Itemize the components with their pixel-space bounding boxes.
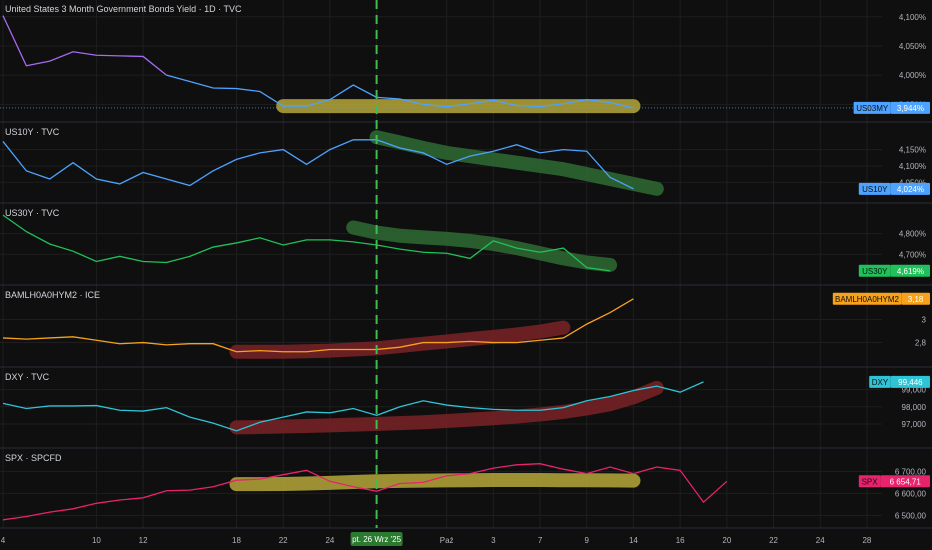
badge-bamlh0a0hym2-value: 3,18 xyxy=(908,295,924,304)
badge-us30y-value: 4,619% xyxy=(897,267,924,276)
badge-us30y-symbol: US30Y xyxy=(862,267,888,276)
x-tick-label: 3 xyxy=(491,536,496,545)
badge-us30y-value-bg xyxy=(890,264,930,277)
badge-us30y-symbol-bg xyxy=(858,264,891,277)
pane-title-us03my: United States 3 Month Government Bonds Y… xyxy=(5,4,242,14)
badge-us10y-value: 4,024% xyxy=(897,185,924,194)
y-tick-label: 97,000 xyxy=(902,420,927,429)
x-tick-label: 24 xyxy=(325,536,334,545)
x-tick-label: Paź xyxy=(440,536,454,545)
y-tick-label: 99,000 xyxy=(902,386,927,395)
y-tick-label: 4,700% xyxy=(899,250,926,259)
y-tick-label: 4,050% xyxy=(899,178,926,187)
badge-dxy-symbol: DXY xyxy=(872,378,889,387)
y-tick-label: 4,100% xyxy=(899,13,926,22)
series-line-us03my-b xyxy=(166,74,634,109)
x-tick-label: 14 xyxy=(629,536,638,545)
x-tick-label: 12 xyxy=(139,536,148,545)
badge-us03my-symbol: US03MY xyxy=(856,104,889,113)
badge-spx-symbol-bg xyxy=(858,475,881,488)
badge-dxy-value: 99,446 xyxy=(898,378,923,387)
badge-bamlh0a0hym2-symbol: BAMLH0A0HYM2 xyxy=(835,295,900,304)
x-tick-label: 16 xyxy=(676,536,685,545)
y-tick-label: 4,150% xyxy=(899,146,926,155)
badge-bamlh0a0hym2-symbol-bg xyxy=(832,292,902,305)
series-line-us30y xyxy=(2,214,611,272)
annotation-marker-stroke xyxy=(369,130,664,196)
y-tick-label: 4,000% xyxy=(899,71,926,80)
pane-title-us30y: US30Y · TVC xyxy=(5,208,60,218)
annotation-marker-stroke xyxy=(229,472,641,492)
badge-us10y-symbol: US10Y xyxy=(862,185,888,194)
badge-us03my-value: 3,944% xyxy=(897,104,924,113)
badge-us10y-value-bg xyxy=(890,182,930,195)
y-tick-label: 98,000 xyxy=(902,403,927,412)
y-tick-label: 6 600,00 xyxy=(895,489,927,498)
series-line-spx xyxy=(2,463,728,521)
series-line-dxy xyxy=(2,381,704,432)
badge-dxy-symbol-bg xyxy=(869,375,891,388)
x-tick-label: 9 xyxy=(585,536,590,545)
pane-title-us10y: US10Y · TVC xyxy=(5,127,60,137)
x-tick-label: 28 xyxy=(862,536,871,545)
badge-us03my-symbol-bg xyxy=(853,101,891,114)
y-tick-label: 4,100% xyxy=(899,162,926,171)
badge-bamlh0a0hym2-value-bg xyxy=(901,292,930,305)
annotation-marker-stroke xyxy=(346,220,618,272)
series-line-us03my-a xyxy=(2,15,167,76)
highlight-date-badge: pt. 26 Wrz '25 xyxy=(352,535,402,544)
y-tick-label: 6 700,00 xyxy=(895,467,927,476)
pane-title-dxy: DXY · TVC xyxy=(5,372,50,382)
badge-us03my-value-bg xyxy=(890,101,930,114)
pane-title-hy-spread: BAMLH0A0HYM2 · ICE xyxy=(5,290,101,300)
y-tick-label: 4,800% xyxy=(899,230,926,239)
y-tick-label: 3 xyxy=(922,316,927,325)
series-line-us10y xyxy=(2,139,634,190)
x-tick-label: 22 xyxy=(769,536,778,545)
x-tick-label: 20 xyxy=(722,536,731,545)
x-tick-label: 18 xyxy=(232,536,241,545)
annotation-marker-stroke xyxy=(229,380,664,435)
badge-spx-symbol: SPX xyxy=(862,477,879,486)
badge-us10y-symbol-bg xyxy=(858,182,891,195)
x-tick-label: 10 xyxy=(92,536,101,545)
x-tick-label: 4 xyxy=(1,536,6,545)
x-tick-label: 24 xyxy=(816,536,825,545)
y-tick-label: 6 500,00 xyxy=(895,511,927,520)
badge-spx-value-bg xyxy=(880,475,930,488)
pane-title-spx: SPX · SPCFD xyxy=(5,453,62,463)
y-tick-label: 2,8 xyxy=(915,339,927,348)
badge-spx-value: 6 654,71 xyxy=(890,477,922,486)
x-tick-label: 22 xyxy=(279,536,288,545)
y-tick-label: 4,050% xyxy=(899,42,926,51)
series-line-bamlh0a0hym2 xyxy=(2,298,634,353)
badge-dxy-value-bg xyxy=(890,375,930,388)
highlight-date-badge-bg xyxy=(350,532,403,546)
x-tick-label: 7 xyxy=(538,536,543,545)
